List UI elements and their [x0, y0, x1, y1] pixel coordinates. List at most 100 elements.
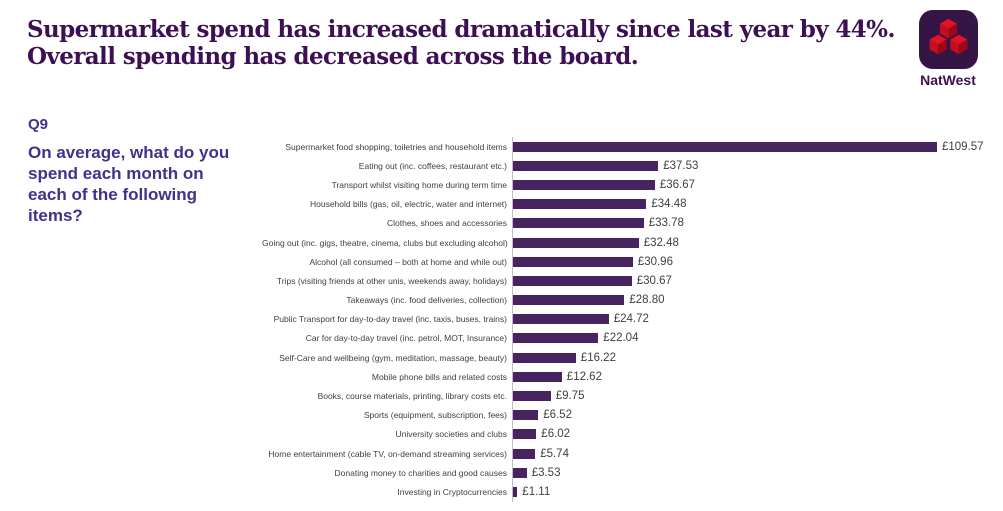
- value-label: £37.53: [663, 159, 699, 172]
- bar: [513, 448, 536, 459]
- chart-row: Eating out (inc. coffees, restaurant etc…: [262, 156, 1003, 176]
- bar-zone: £5.74: [512, 444, 1003, 464]
- chart-row: Transport whilst visiting home during te…: [262, 175, 1003, 195]
- category-label: Public Transport for day-to-day travel (…: [273, 314, 507, 325]
- bar: [513, 199, 647, 210]
- category-label: Eating out (inc. coffees, restaurant etc…: [358, 160, 507, 171]
- bar: [513, 275, 632, 286]
- chart-row: Household bills (gas, oil, electric, wat…: [262, 194, 1003, 214]
- bar: [513, 179, 655, 190]
- natwest-cubes-icon: [918, 10, 978, 69]
- category-label: Sports (equipment, subscription, fees): [363, 410, 507, 421]
- category-label: Transport whilst visiting home during te…: [331, 179, 507, 190]
- chart-row: University societies and clubs £6.02: [262, 424, 1003, 444]
- bar-zone: £6.52: [512, 405, 1003, 425]
- chart-row: Supermarket food shopping, toiletries an…: [262, 137, 1003, 157]
- value-label: £9.75: [555, 390, 585, 403]
- category-label: Supermarket food shopping, toiletries an…: [285, 141, 507, 152]
- category-label: Investing in Cryptocurrencies: [397, 486, 507, 497]
- category-label: Donating money to charities and good cau…: [334, 467, 507, 478]
- value-label: £1.11: [522, 485, 551, 498]
- bar-zone: £36.67: [512, 175, 1003, 195]
- bar: [513, 141, 937, 152]
- bar-chart: Supermarket food shopping, toiletries an…: [262, 137, 1003, 502]
- chart-row: Car for day-to-day travel (inc. petrol, …: [262, 328, 1003, 349]
- natwest-logo: NatWest: [915, 10, 981, 88]
- chart-row: Clothes, shoes and accessories £33.78: [262, 213, 1003, 233]
- category-label: Takeaways (inc. food deliveries, collect…: [346, 295, 507, 306]
- bar: [513, 352, 576, 363]
- bar-zone: £109.57: [512, 137, 1003, 157]
- bar-zone: £16.22: [512, 348, 1003, 368]
- title-line-2: Overall spending has decreased across th…: [27, 43, 639, 70]
- bar: [513, 237, 639, 248]
- bar-zone: £3.53: [512, 463, 1003, 483]
- bar-zone: £6.02: [512, 424, 1003, 444]
- value-label: £3.53: [531, 466, 561, 479]
- chart-row: Books, course materials, printing, libra…: [262, 386, 1003, 406]
- value-label: £28.80: [629, 294, 665, 307]
- value-label: £16.22: [580, 351, 616, 364]
- value-label: £32.48: [643, 236, 679, 249]
- bar: [513, 295, 625, 306]
- bar: [513, 429, 537, 440]
- bar: [513, 391, 551, 402]
- bar: [513, 467, 527, 478]
- brand-name: NatWest: [920, 72, 976, 88]
- category-label: Books, course materials, printing, libra…: [317, 391, 507, 402]
- bar-zone: £32.48: [512, 232, 1003, 253]
- bar-zone: £33.78: [512, 213, 1003, 233]
- bar-zone: £1.11: [512, 482, 1003, 502]
- bar: [513, 218, 644, 229]
- value-label: £30.96: [637, 255, 673, 268]
- value-label: £30.67: [636, 274, 672, 287]
- value-label: £12.62: [566, 370, 602, 383]
- chart-row: Trips (visiting friends at other unis, w…: [262, 271, 1003, 291]
- bar: [513, 486, 518, 497]
- chart-row: Sports (equipment, subscription, fees) £…: [262, 405, 1003, 425]
- value-label: £24.72: [613, 313, 649, 326]
- bar-zone: £28.80: [512, 290, 1003, 310]
- category-label: Going out (inc. gigs, theatre, cinema, c…: [262, 237, 508, 248]
- bar: [513, 371, 562, 382]
- bar-zone: £24.72: [512, 309, 1003, 329]
- category-label: Mobile phone bills and related costs: [371, 371, 507, 382]
- category-label: Clothes, shoes and accessories: [386, 218, 507, 229]
- value-label: £34.48: [651, 198, 687, 211]
- chart-row: Home entertainment (cable TV, on-demand …: [262, 444, 1003, 464]
- title-line-1: Supermarket spend has increased dramatic…: [27, 16, 895, 43]
- bar: [513, 256, 633, 267]
- chart-row: Investing in Cryptocurrencies £1.11: [262, 482, 1003, 502]
- chart-row: Self-Care and wellbeing (gym, meditation…: [262, 348, 1003, 368]
- chart-row: Mobile phone bills and related costs £12…: [262, 367, 1003, 387]
- question-block: Q9 On average, what do you spend each mo…: [28, 116, 246, 226]
- bar-zone: £22.04: [512, 328, 1003, 349]
- category-label: Self-Care and wellbeing (gym, meditation…: [279, 352, 507, 363]
- value-label: £36.67: [659, 178, 696, 191]
- bar-zone: £12.62: [512, 367, 1003, 387]
- question-text: On average, what do you spend each month…: [28, 143, 230, 225]
- category-label: Household bills (gas, oil, electric, wat…: [309, 199, 507, 210]
- value-label: £33.78: [648, 217, 684, 230]
- category-label: Alcohol (all consumed – both at home and…: [309, 256, 507, 267]
- category-label: Trips (visiting friends at other unis, w…: [276, 275, 507, 286]
- chart-row: Donating money to charities and good cau…: [262, 463, 1003, 483]
- bar-zone: £37.53: [512, 156, 1003, 176]
- bar-zone: £9.75: [512, 386, 1003, 406]
- value-label: £6.02: [541, 428, 571, 441]
- bar: [513, 333, 599, 344]
- category-label: Home entertainment (cable TV, on-demand …: [268, 448, 507, 459]
- value-label: £109.57: [942, 140, 984, 153]
- bar-zone: £30.96: [512, 252, 1003, 272]
- page-title: Supermarket spend has increased dramatic…: [27, 16, 895, 70]
- bar-zone: £30.67: [512, 271, 1003, 291]
- chart-row: Going out (inc. gigs, theatre, cinema, c…: [262, 232, 1003, 253]
- bar: [513, 314, 609, 325]
- chart-row: Alcohol (all consumed – both at home and…: [262, 252, 1003, 272]
- value-label: £22.04: [603, 332, 639, 345]
- category-label: Car for day-to-day travel (inc. petrol, …: [305, 333, 507, 344]
- bar: [513, 160, 659, 171]
- category-label: University societies and clubs: [395, 429, 508, 440]
- value-label: £6.52: [543, 409, 572, 422]
